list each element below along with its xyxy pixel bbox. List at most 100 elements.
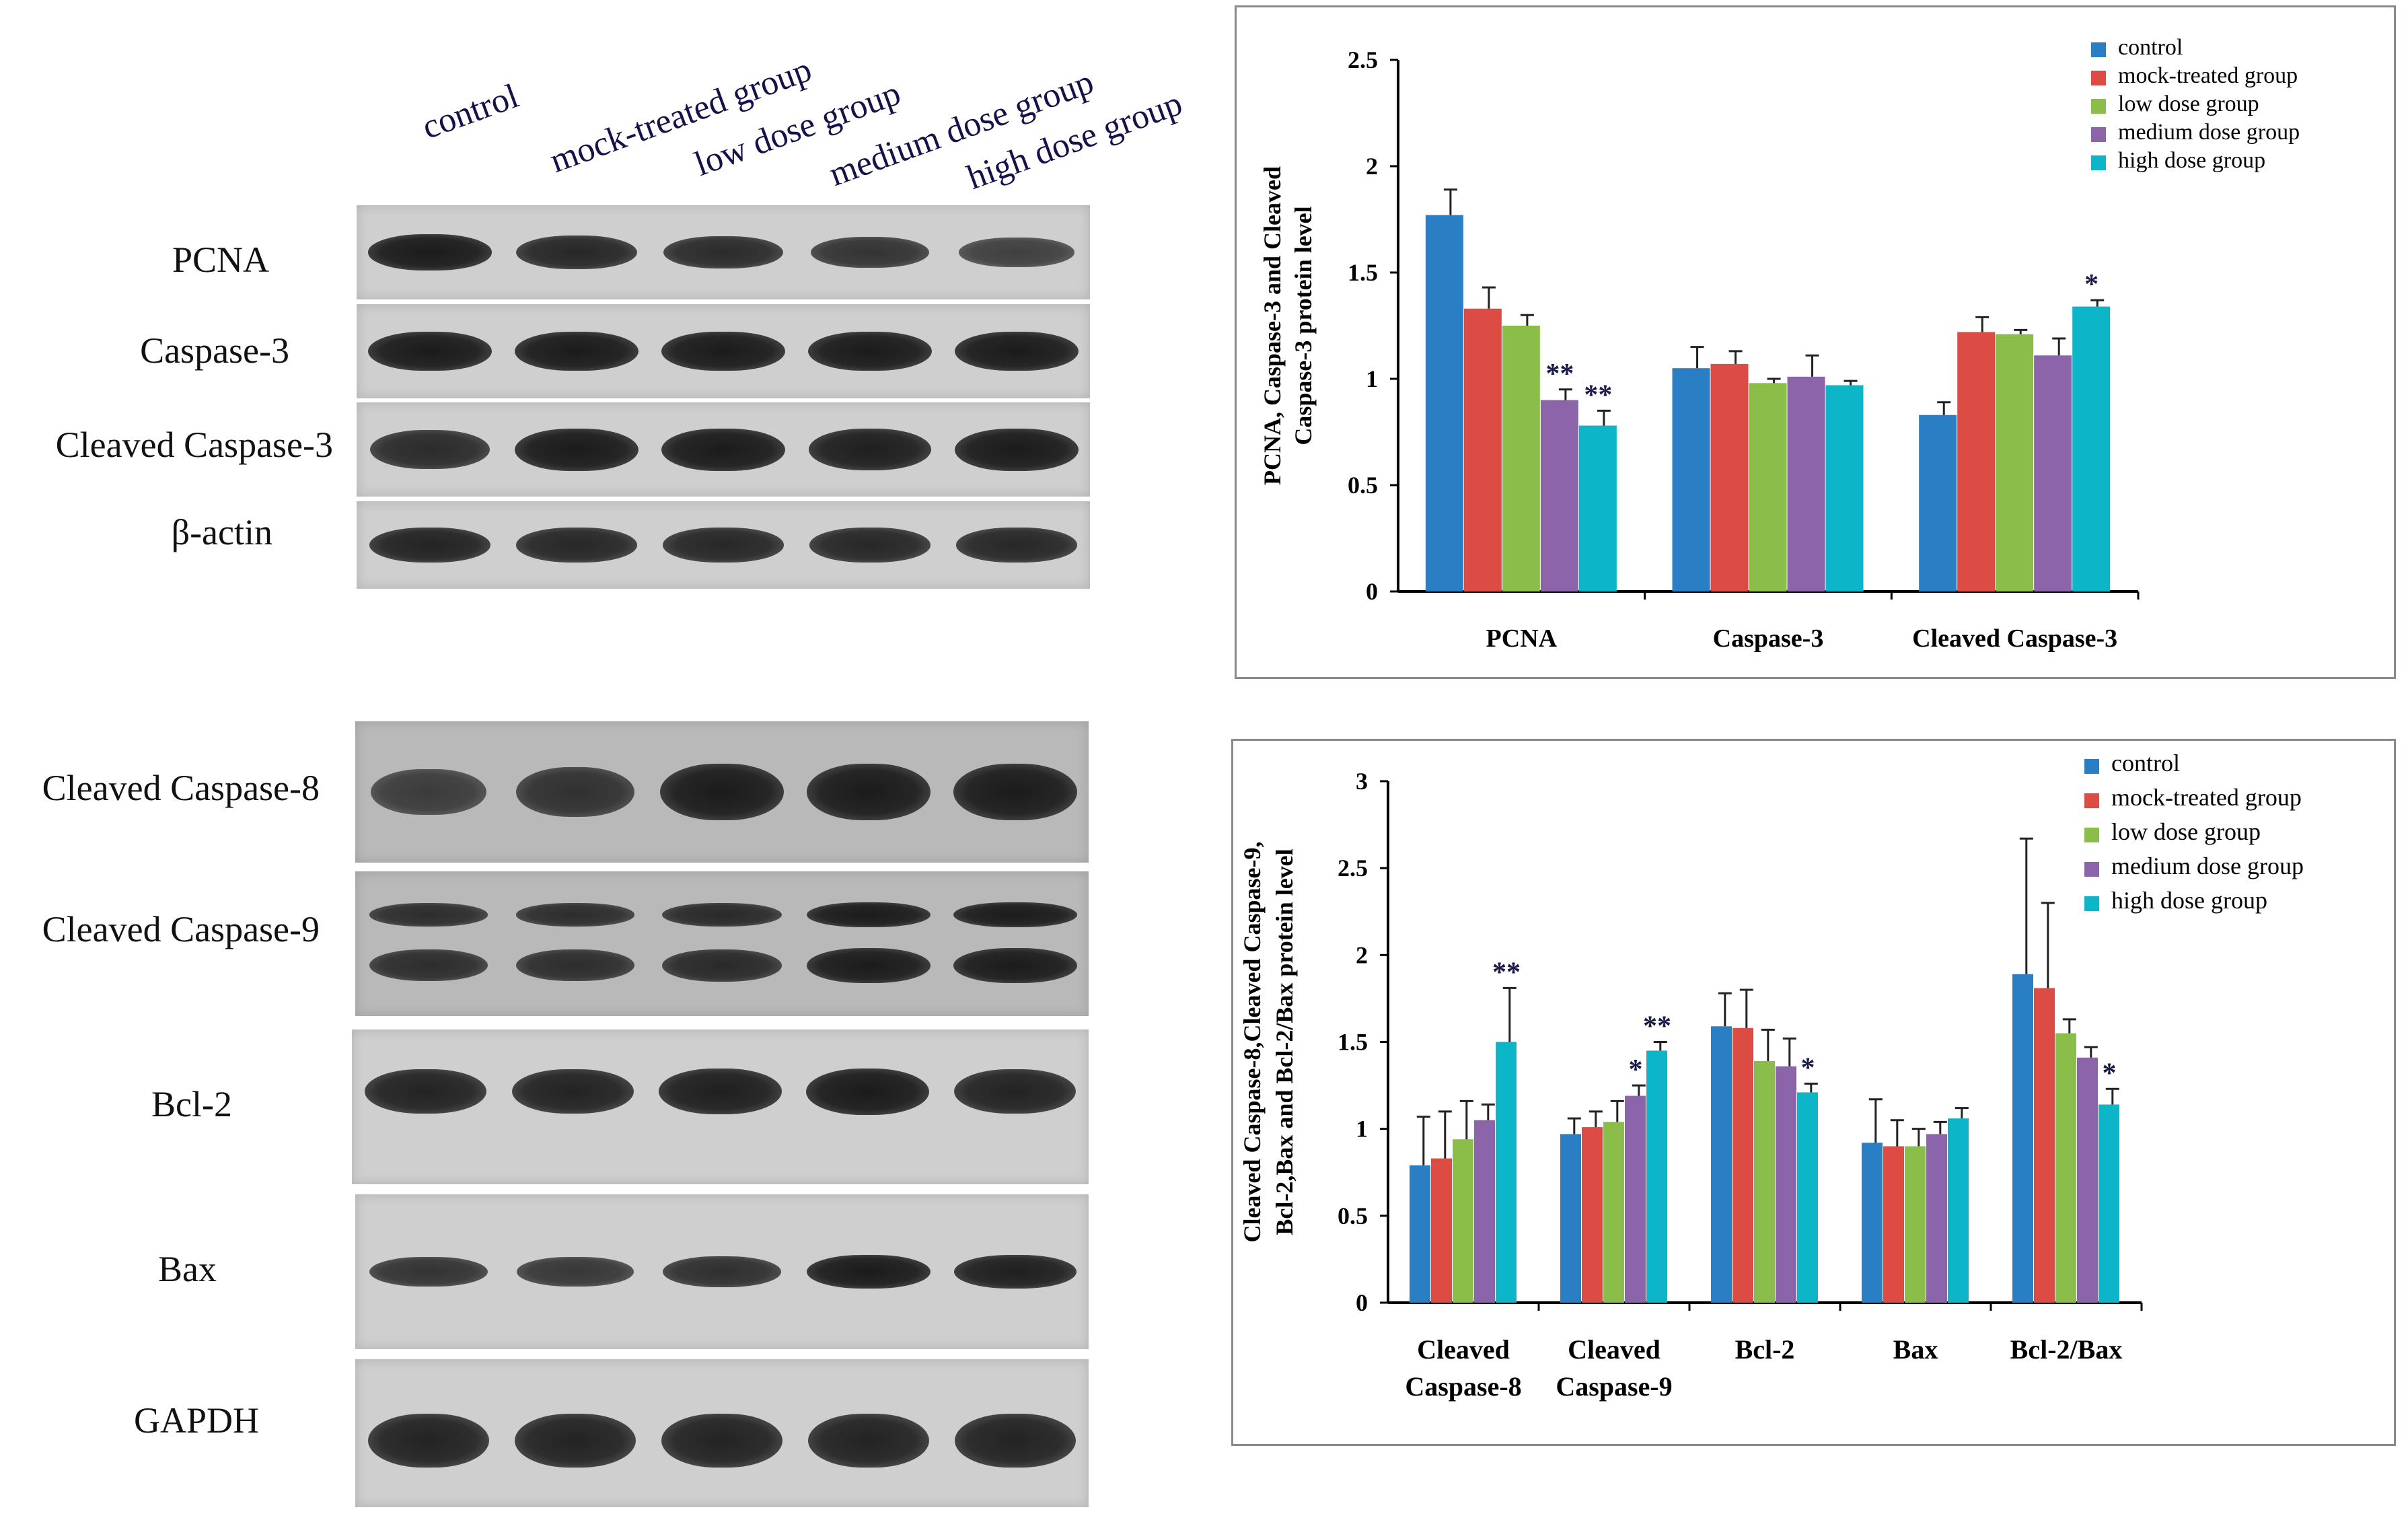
y-tick-label: 1 [1356, 1116, 1368, 1143]
significance-marker: * [2084, 269, 2099, 300]
band [953, 764, 1077, 820]
bar [1905, 1146, 1926, 1303]
y-tick-label: 0.5 [1338, 1202, 1368, 1229]
protein-label-cleaved-caspase-8: Cleaved Caspase-8 [42, 768, 320, 808]
band [659, 1069, 782, 1114]
y-tick-label: 1.5 [1338, 1029, 1368, 1056]
bar [1560, 1134, 1581, 1303]
band [807, 947, 931, 983]
bar [1463, 308, 1502, 591]
legend-swatch [2084, 896, 2099, 911]
band [807, 1413, 930, 1468]
band [805, 1068, 930, 1115]
chart-1-svg: PCNA, Caspase-3 and Cleaved Caspase-3 pro… [1259, 35, 2300, 653]
band [662, 1256, 782, 1287]
protein-label-bax: Bax [158, 1249, 217, 1289]
bar [1502, 326, 1540, 591]
chart-panel-2: Cleaved Caspase-8,Cleaved Caspase-9, Bcl-… [1231, 739, 2396, 1446]
blot-strip-cleaved-caspase-9 [355, 871, 1089, 1016]
protein-label-beta-actin: β-actin [171, 512, 272, 552]
x-category-label: Caspase-3 [1713, 624, 1824, 653]
band [807, 1254, 931, 1289]
bar [2077, 1057, 2098, 1303]
bar [1797, 1092, 1818, 1303]
band [661, 428, 785, 471]
y-tick-label: 2.5 [1338, 855, 1368, 881]
significance-marker: * [1629, 1054, 1643, 1085]
bar [2012, 974, 2033, 1303]
bar [1425, 215, 1463, 591]
band [953, 1069, 1077, 1114]
legend-label: control [2111, 750, 2180, 776]
bar [1711, 1026, 1732, 1303]
y-tick-label: 2.5 [1348, 46, 1378, 73]
significance-marker: ** [1492, 957, 1521, 988]
legend-swatch [2084, 759, 2099, 774]
bar [1787, 376, 1825, 591]
band [661, 1413, 783, 1468]
y-tick-label: 2 [1366, 153, 1378, 180]
y-axis-label-line: Caspase-3 protein level [1290, 206, 1317, 445]
protein-label-cleaved-caspase-3: Cleaved Caspase-3 [55, 425, 333, 465]
y-axis-label-line: Bcl-2,Bax and Bcl-2/Bax protein level [1271, 848, 1298, 1235]
band [955, 428, 1079, 471]
legend-swatch [2084, 862, 2099, 877]
blot-strip-cleaved-caspase-3 [357, 402, 1090, 497]
legend-label: low dose group [2118, 92, 2259, 116]
bar [1496, 1042, 1517, 1303]
band [514, 1413, 636, 1468]
band [809, 429, 931, 470]
blot-strip-bcl-2 [352, 1029, 1089, 1184]
bar [1603, 1122, 1624, 1303]
band [511, 1069, 634, 1114]
bar [1578, 425, 1617, 591]
bar [1582, 1127, 1603, 1303]
y-tick-label: 1 [1366, 365, 1378, 392]
x-category-label: Cleaved Caspase-3 [1912, 624, 2117, 653]
legend-label: high dose group [2111, 887, 2267, 914]
band [515, 949, 635, 982]
bar [1926, 1134, 1947, 1303]
legend-swatch [2091, 71, 2106, 85]
bar [1410, 1165, 1430, 1303]
bar [1474, 1120, 1495, 1303]
bar [2034, 355, 2072, 591]
band [661, 331, 785, 371]
bar [2034, 988, 2055, 1303]
band [369, 949, 488, 982]
bar [1776, 1066, 1796, 1303]
band [369, 527, 491, 563]
band [516, 767, 634, 817]
band [809, 528, 931, 563]
band [954, 1413, 1077, 1468]
y-tick-label: 1.5 [1348, 259, 1378, 286]
bar [1754, 1060, 1775, 1303]
x-category-label: Cleaved [1417, 1334, 1510, 1365]
blot-strip-gapdh [355, 1359, 1089, 1507]
bar [1996, 334, 2034, 591]
x-category-label: Bcl-2/Bax [2010, 1334, 2123, 1365]
x-category-label: Caspase-9 [1556, 1371, 1672, 1402]
legend-label: high dose group [2118, 148, 2265, 173]
bar [2099, 1104, 2119, 1303]
band [953, 947, 1077, 983]
legend-label: medium dose group [2118, 120, 2300, 145]
y-tick-label: 3 [1356, 768, 1368, 795]
band [808, 331, 932, 371]
band [368, 234, 492, 270]
band [956, 528, 1077, 563]
y-tick-label: 2 [1356, 941, 1368, 968]
band [516, 528, 637, 563]
legend-swatch [2084, 828, 2099, 842]
significance-marker: ** [1643, 1011, 1671, 1042]
band [515, 903, 635, 927]
band [369, 903, 488, 927]
band [516, 235, 637, 269]
band [807, 902, 931, 928]
band [515, 428, 639, 471]
bar [2072, 306, 2111, 591]
protein-label-gapdh: GAPDH [133, 1400, 259, 1441]
legend-swatch [2091, 42, 2106, 57]
blot-strip-beta-actin [357, 501, 1090, 589]
chart-panel-1: PCNA, Caspase-3 and Cleaved Caspase-3 pro… [1235, 5, 2396, 679]
